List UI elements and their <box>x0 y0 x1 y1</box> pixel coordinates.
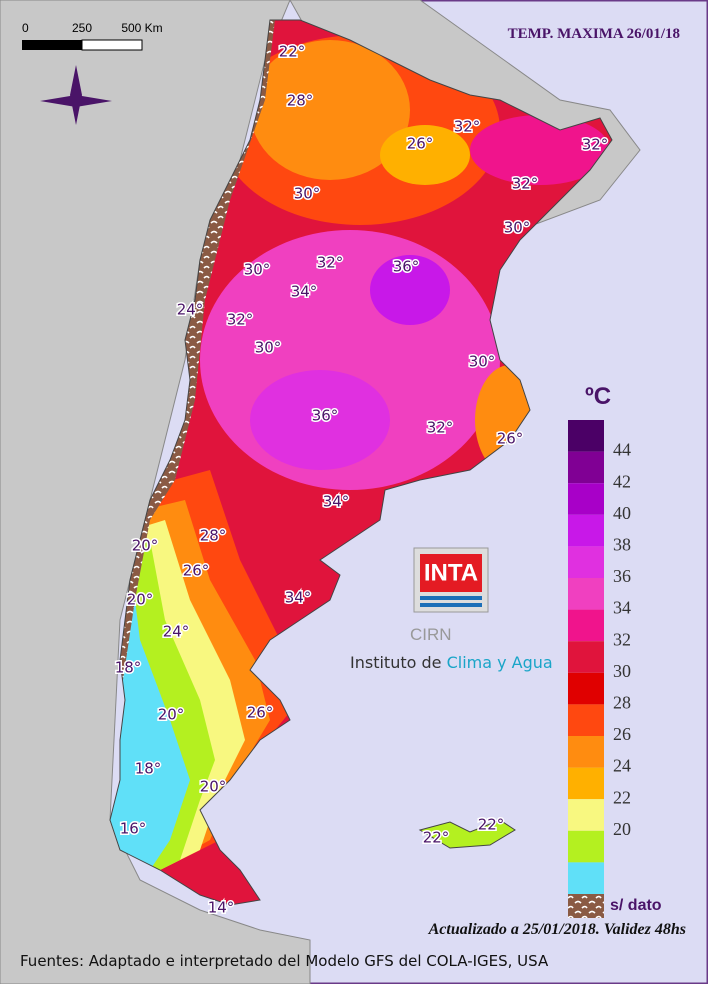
compass <box>40 65 112 125</box>
isotherm-label: 30° <box>504 219 531 237</box>
legend-label: 44 <box>613 440 631 460</box>
isotherm-label: 32° <box>427 419 454 437</box>
isotherm-label: 28° <box>200 527 227 545</box>
isotherm-label: 36° <box>393 258 420 276</box>
isotherm-label: 30° <box>294 185 321 203</box>
neighbor-land <box>0 0 311 984</box>
isotherm-label: 22° <box>279 43 306 61</box>
legend-label: 28 <box>613 693 631 713</box>
isotherm-label: 32° <box>317 254 344 272</box>
isotherm-label: 34° <box>323 493 350 511</box>
logo-sub: CIRN <box>410 625 452 644</box>
isotherm-label: 28° <box>287 92 314 110</box>
scale-label: 250 <box>72 21 92 35</box>
legend-swatch <box>568 894 604 918</box>
legend-swatch <box>568 420 604 452</box>
isotherm-label: 30° <box>255 339 282 357</box>
isotherm-label: 14° <box>208 899 235 917</box>
legend-swatch <box>568 862 604 894</box>
isotherm-label: 32° <box>512 175 539 193</box>
scale-bar <box>22 39 143 51</box>
legend-swatch <box>568 546 604 578</box>
isotherm-label: 34° <box>291 283 318 301</box>
sources: Fuentes: Adaptado e interpretado del Mod… <box>20 952 549 970</box>
isotherm-label: 20° <box>127 591 154 609</box>
isotherm-label: 32° <box>227 311 254 329</box>
legend-swatch <box>568 483 604 515</box>
legend-label: 30 <box>613 661 631 681</box>
legend-swatch <box>568 799 604 831</box>
legend-swatch <box>568 578 604 610</box>
isotherm-label: 20° <box>132 537 159 555</box>
legend-swatch <box>568 830 604 863</box>
logo: INTA CIRN Instituto de Clima y Agua <box>350 547 553 672</box>
legend-label: 24 <box>613 756 631 776</box>
legend-unit: ºC <box>585 383 611 410</box>
institute-name: Instituto de <box>350 653 441 672</box>
isotherm-label: 22° <box>423 829 450 847</box>
legend-no-data: s/ dato <box>610 897 662 914</box>
institute: Instituto de Clima y Agua <box>350 653 553 672</box>
institute-highlight: Clima y Agua <box>447 653 553 672</box>
isotherm-label: 34° <box>285 589 312 607</box>
isotherm-label: 16° <box>120 820 147 838</box>
isotherm-label: 30° <box>469 353 496 371</box>
isotherm-label: 26° <box>183 562 210 580</box>
legend-label: 38 <box>613 535 631 555</box>
legend-label: 26 <box>613 724 631 744</box>
isotherm-label: 26° <box>497 430 524 448</box>
legend-label: 42 <box>613 471 631 491</box>
legend-label: 36 <box>613 566 631 586</box>
map-title: TEMP. MAXIMA 26/01/18 <box>508 26 680 42</box>
isotherm-label: 24° <box>177 301 204 319</box>
scale-label: 500 Km <box>121 21 162 35</box>
legend-swatch <box>568 609 604 642</box>
legend-label: 22 <box>613 787 631 807</box>
legend-label: 32 <box>613 629 631 649</box>
isotherm-label: 20° <box>200 778 227 796</box>
isotherm-label: 26° <box>247 704 274 722</box>
scale-label: 0 <box>22 21 29 35</box>
isotherm-label: 24° <box>163 623 190 641</box>
legend-swatch <box>568 672 604 705</box>
updated: Actualizado a 25/01/2018. Validez 48hs <box>428 921 686 938</box>
legend-swatch <box>568 641 604 673</box>
isotherm-label: 22° <box>478 816 505 834</box>
legend-swatch <box>568 767 604 800</box>
legend-swatch <box>568 514 604 547</box>
islands <box>418 819 516 849</box>
country-border <box>109 19 613 906</box>
legend-label: 20 <box>613 819 631 839</box>
isotherm-label: 30° <box>244 261 271 279</box>
isotherm-label: 26° <box>407 135 434 153</box>
legend-label: 40 <box>613 503 631 523</box>
legend-swatch <box>568 736 604 768</box>
isotherm-label: 36° <box>312 407 339 425</box>
logo-name: INTA <box>424 559 478 586</box>
legend-label: 34 <box>613 598 631 618</box>
isotherm-label: 32° <box>582 136 609 154</box>
isotherm-label: 18° <box>115 659 142 677</box>
isotherm-label: 20° <box>158 706 185 724</box>
legend-swatch <box>568 704 604 736</box>
legend-swatch <box>568 451 604 484</box>
isotherm-label: 18° <box>135 760 162 778</box>
isotherm-label: 32° <box>454 118 481 136</box>
